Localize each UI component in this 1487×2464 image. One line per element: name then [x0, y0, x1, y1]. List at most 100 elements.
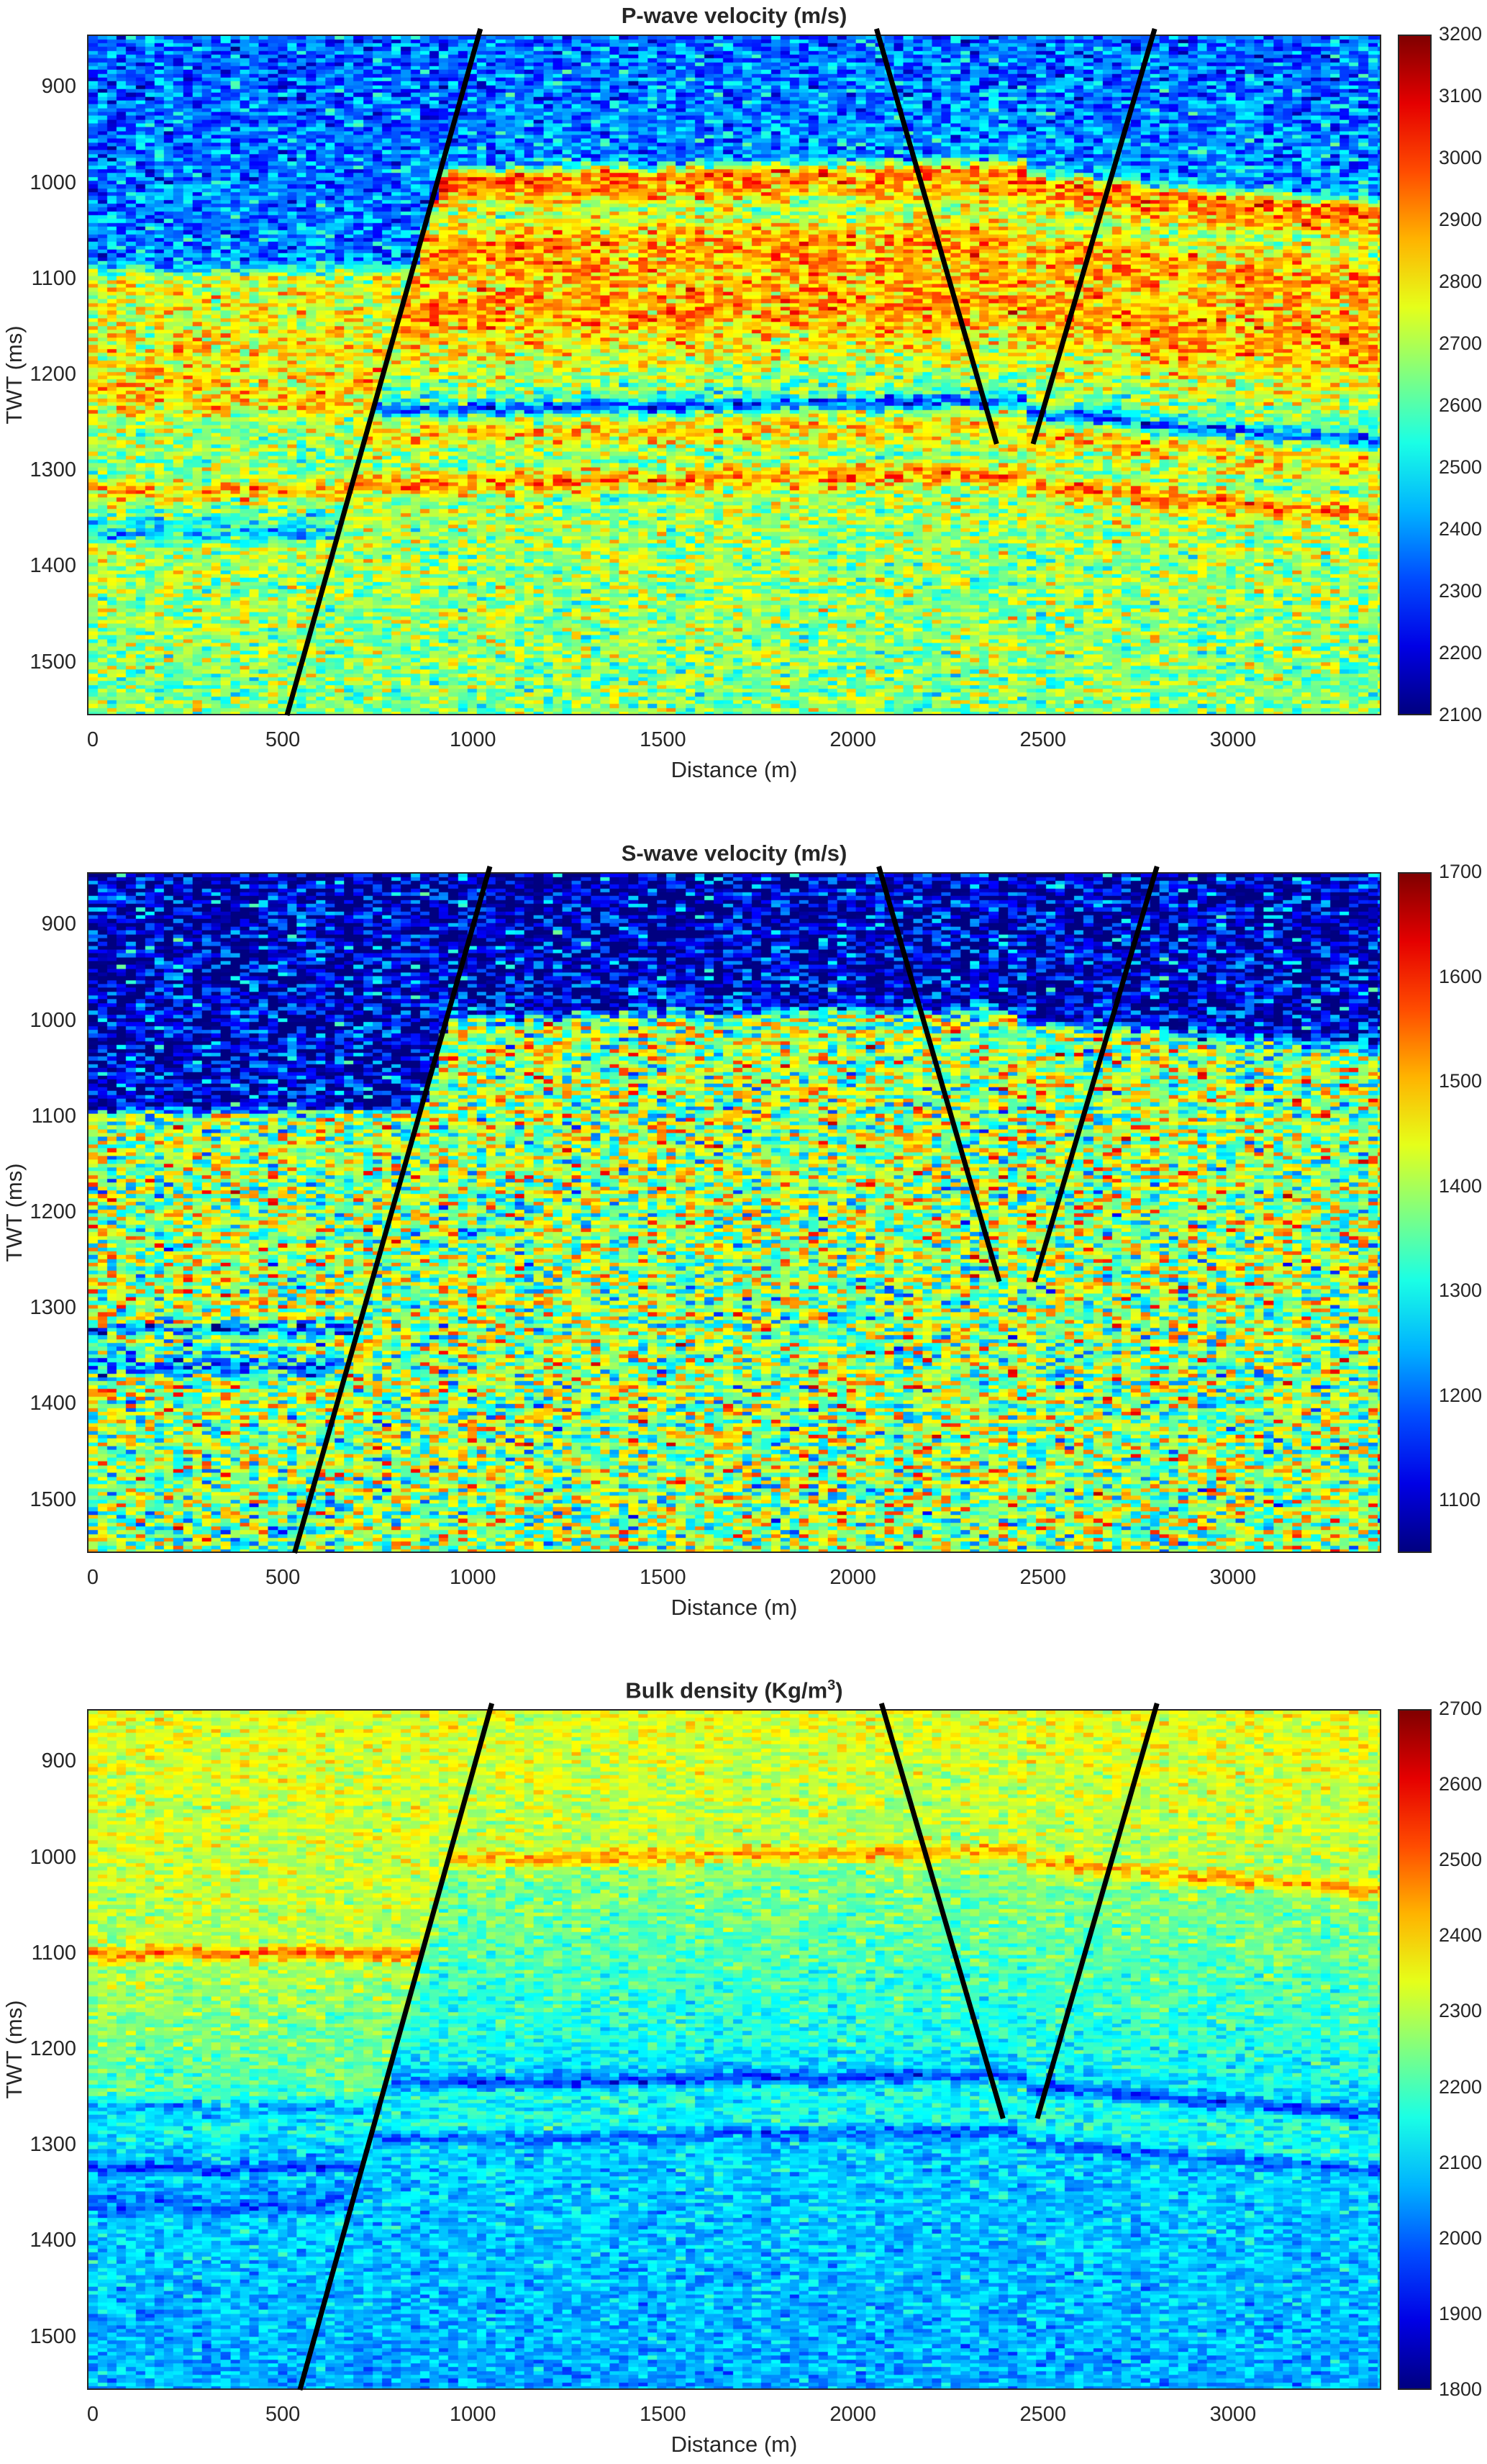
chart-title-text: P-wave velocity (m/s)	[621, 3, 847, 28]
y-tick-label: 1300	[29, 458, 76, 482]
x-axis-label: Distance (m)	[670, 1595, 798, 1620]
y-tick-label: 1100	[31, 266, 76, 290]
fault-line-2	[878, 1703, 1006, 2119]
colorbar-tick-label: 1200	[1439, 1384, 1483, 1406]
fault-line-3	[1032, 866, 1160, 1282]
y-tick-label: 1300	[29, 1296, 76, 1320]
fault-lines	[292, 866, 1160, 1554]
y-tick-label: 1300	[29, 2133, 76, 2157]
colorbar-tick-label: 2600	[1439, 1773, 1483, 1795]
colorbar-tick-label: 2200	[1439, 642, 1483, 663]
colorbar-tick-label: 2300	[1439, 2000, 1483, 2022]
colorbar-tick-label: 2700	[1439, 1698, 1483, 1719]
chart-title-superscript: 3	[827, 1677, 836, 1693]
y-tick-label: 900	[41, 1749, 76, 1773]
x-tick-label: 2000	[829, 2403, 876, 2426]
x-tick-label: 2000	[829, 728, 876, 751]
x-tick-label: 1500	[640, 1566, 686, 1589]
y-tick-label: 1100	[31, 1104, 76, 1128]
colorbar-tick-label: 2100	[1439, 704, 1483, 725]
x-tick-label: 1000	[450, 2403, 496, 2426]
chart-panel-2: S-wave velocity (m/s) 900 1000 1100 1200 1300…	[0, 0, 1487, 1620]
x-tick-label: 1500	[640, 728, 686, 751]
y-tick-label: 1000	[29, 1845, 76, 1869]
colorbar-tick-label: 2500	[1439, 1849, 1483, 1871]
x-axis-label: Distance (m)	[670, 2432, 798, 2457]
fault-line-3	[1030, 28, 1158, 445]
colorbar	[1398, 35, 1432, 715]
fault-lines	[297, 1703, 1160, 2391]
x-tick-label: 1500	[640, 2403, 686, 2426]
colorbar	[1398, 872, 1432, 1553]
colorbar-tick-label: 2200	[1439, 2075, 1483, 2098]
chart-title-text: S-wave velocity (m/s)	[621, 841, 847, 866]
x-tick-label: 0	[86, 728, 99, 751]
chart-panel-1: P-wave velocity (m/s) 900 1000 1100 1200 1300…	[0, 0, 1487, 835]
y-tick-label: 1400	[29, 554, 76, 578]
colorbar-tick-label: 1900	[1439, 2302, 1483, 2324]
y-tick-label: 1400	[29, 1392, 76, 1416]
colorbar-tick-label: 2600	[1439, 394, 1483, 416]
heatmap-cells	[88, 36, 1380, 714]
colorbar	[1398, 1709, 1432, 2390]
colorbar-tick-label: 2100	[1439, 2151, 1483, 2173]
x-tick-label: 0	[86, 2403, 99, 2426]
colorbar-tick-label: 2000	[1439, 2227, 1483, 2249]
colorbar-tick-label: 1300	[1439, 1279, 1483, 1302]
colorbar-tick-label: 3200	[1439, 23, 1483, 45]
colorbar-tick-label: 3100	[1439, 85, 1483, 107]
y-tick-label: 900	[41, 75, 76, 99]
y-axis-label: TWT (ms)	[1, 1163, 27, 1262]
chart-title: P-wave velocity (m/s)	[87, 3, 1381, 29]
y-tick-label: 1500	[29, 1487, 76, 1511]
y-tick-label: 900	[41, 912, 76, 936]
heatmap-plot-area	[87, 1709, 1381, 2390]
fault-lines	[284, 28, 1158, 716]
x-tick-label: 2500	[1019, 728, 1067, 751]
y-tick-label: 1100	[31, 1941, 76, 1965]
x-tick-label: 2500	[1019, 1566, 1067, 1589]
x-tick-label: 0	[86, 1566, 99, 1589]
colorbar-tick-label: 2400	[1439, 1924, 1483, 1947]
y-tick-label: 1000	[29, 171, 76, 194]
x-axis-label: Distance (m)	[670, 757, 798, 782]
colorbar-tick-label: 1400	[1439, 1174, 1483, 1197]
x-tick-label: 500	[265, 2403, 301, 2426]
y-tick-label: 1200	[29, 1200, 76, 1223]
y-tick-label: 1000	[29, 1008, 76, 1032]
heatmap-cells	[88, 1711, 1380, 2388]
heatmap-cells	[88, 874, 1380, 1552]
x-tick-label: 2500	[1019, 2403, 1067, 2426]
chart-title-text: Bulk density (Kg/m	[625, 1677, 828, 1703]
fault-line-1	[292, 866, 493, 1554]
colorbar-tick-label: 2900	[1439, 209, 1483, 230]
colorbar-tick-label: 1600	[1439, 965, 1483, 987]
x-tick-label: 2000	[829, 1566, 876, 1589]
colorbar-tick-label: 3000	[1439, 147, 1483, 168]
y-tick-label: 1400	[29, 2229, 76, 2252]
fault-line-3	[1034, 1703, 1160, 2119]
x-tick-label: 3000	[1209, 728, 1257, 751]
colorbar-tick-label: 2500	[1439, 456, 1483, 478]
colorbar-tick-label: 1100	[1439, 1489, 1481, 1511]
heatmap-plot-area	[87, 872, 1381, 1553]
y-tick-label: 1200	[29, 363, 76, 386]
x-tick-label: 1000	[450, 728, 496, 751]
chart-title: Bulk density (Kg/m3)	[87, 1677, 1381, 1703]
y-tick-label: 1200	[29, 2037, 76, 2060]
colorbar-tick-label: 2700	[1439, 332, 1483, 354]
x-tick-label: 500	[265, 728, 301, 751]
y-tick-label: 1500	[29, 2324, 76, 2348]
y-axis-label: TWT (ms)	[1, 2000, 27, 2099]
x-tick-label: 3000	[1209, 2403, 1257, 2426]
colorbar-tick-label: 2400	[1439, 518, 1483, 540]
colorbar-tick-label: 2300	[1439, 580, 1483, 602]
fault-line-2	[874, 28, 999, 445]
colorbar-tick-label: 1500	[1439, 1070, 1483, 1092]
x-tick-label: 1000	[450, 1566, 496, 1589]
x-tick-label: 500	[265, 1566, 301, 1589]
y-tick-label: 1500	[29, 650, 76, 674]
chart-title: S-wave velocity (m/s)	[87, 841, 1381, 866]
chart-title-end: )	[835, 1677, 843, 1703]
